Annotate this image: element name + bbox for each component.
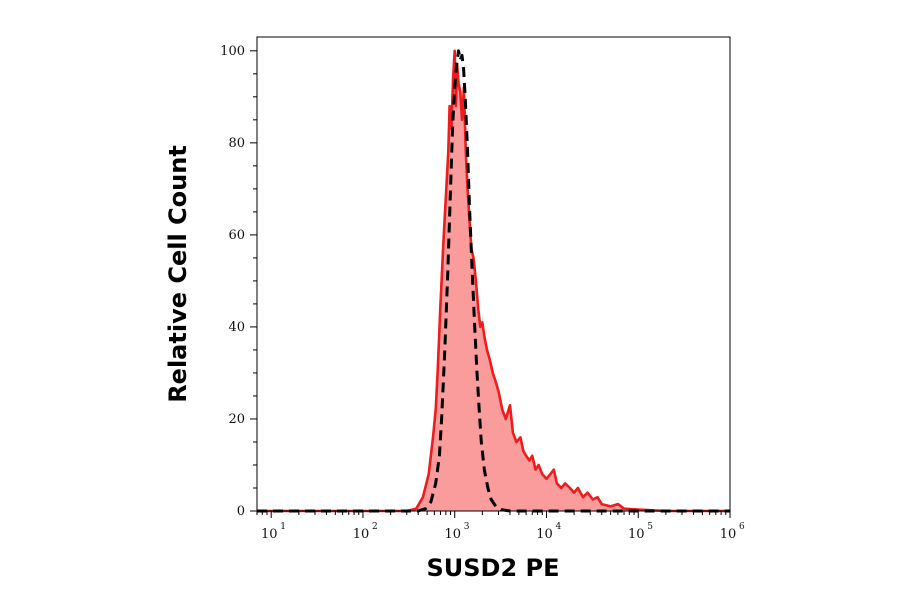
x-tick-exponent: 2 [372,522,378,532]
y-axis-title: Relative Cell Count [164,145,192,403]
y-tick-label: 80 [228,136,245,151]
x-tick-exponent: 5 [647,522,653,532]
x-tick-label: 10 [536,527,553,542]
x-tick-label: 10 [261,527,278,542]
sample-histogram-line [257,49,730,513]
x-tick-exponent: 4 [555,522,561,532]
plot-frame [256,36,731,512]
y-tick-label: 60 [228,228,245,243]
x-tick-exponent: 3 [464,522,470,532]
x-tick-exponent: 6 [739,522,745,532]
x-axis-title: SUSD2 PE [426,554,559,582]
y-tick-label: 100 [220,44,245,59]
x-tick-exponent: 1 [280,522,286,532]
x-tick-label: 10 [353,527,370,542]
x-axis: 10 1 10 2 10 3 10 4 10 5 10 6 [256,511,745,542]
y-tick-label: 20 [228,412,245,427]
x-tick-label: 10 [628,527,645,542]
y-tick-label: 0 [237,504,245,519]
sample-histogram-fill [257,50,730,512]
control-histogram-line [257,49,730,513]
chart-marks [257,49,730,513]
x-tick-label: 10 [720,527,737,542]
x-tick-label: 10 [444,527,461,542]
y-tick-label: 40 [228,320,245,335]
y-axis: 0 20 40 60 80 100 [220,44,257,519]
